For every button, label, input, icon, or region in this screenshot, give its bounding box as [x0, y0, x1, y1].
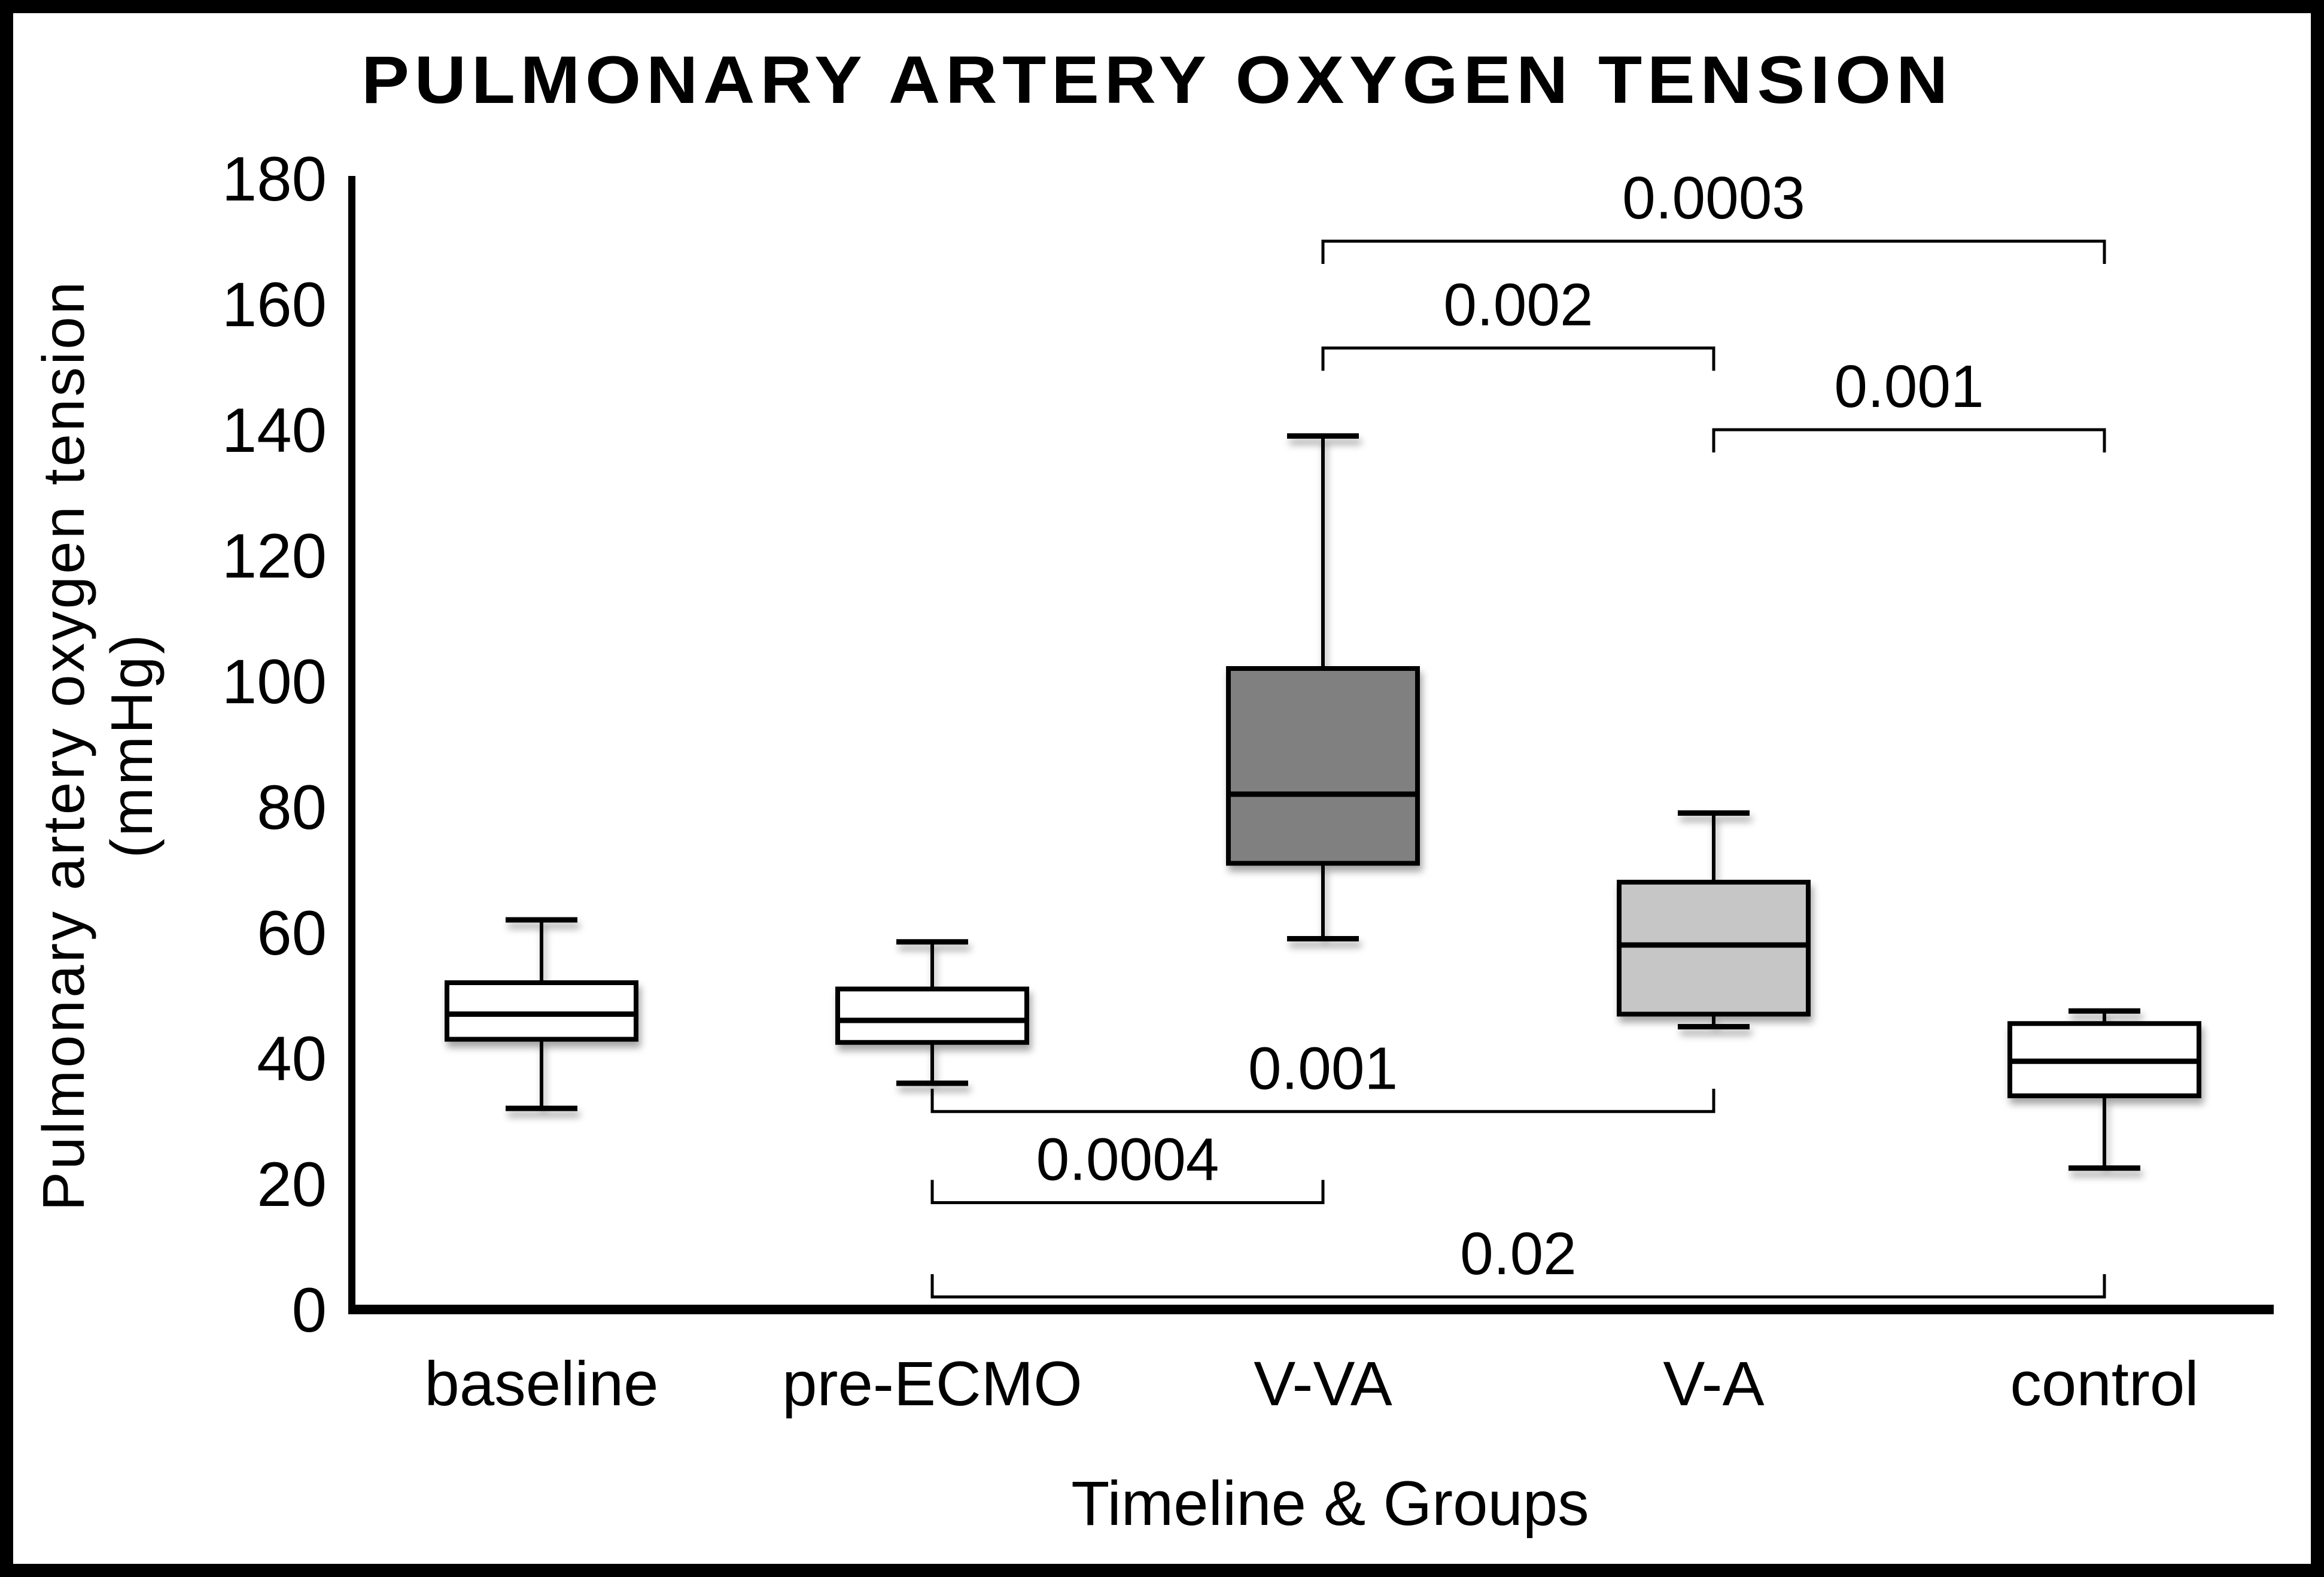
box-group-V-A — [1617, 810, 1811, 1029]
p-value-label: 0.0004 — [1036, 1126, 1219, 1193]
y-tick-label-120: 120 — [222, 521, 327, 591]
bracket-line — [1321, 239, 2106, 264]
box-group-V-VA — [1226, 433, 1420, 941]
iqr-box-pre-ECMO — [835, 986, 1029, 1045]
bracket-line — [930, 1089, 1715, 1113]
significance-bracket-0.02-5: 0.02 — [930, 1220, 2106, 1299]
y-tick-label-100: 100 — [222, 647, 327, 717]
p-value-label: 0.001 — [1834, 353, 1984, 420]
x-category-label-pre-ECMO: pre-ECMO — [782, 1349, 1082, 1419]
bracket-line — [1712, 428, 2106, 452]
bracket-line — [930, 1180, 1325, 1204]
y-tick-label-40: 40 — [257, 1024, 327, 1094]
x-category-label-baseline: baseline — [424, 1349, 658, 1419]
y-axis-title-line2: (mmHg) — [99, 632, 165, 858]
x-category-label-V-VA: V-VA — [1254, 1349, 1392, 1419]
p-value-label: 0.02 — [1460, 1220, 1577, 1287]
x-category-label-V-A: V-A — [1663, 1349, 1764, 1419]
iqr-box-V-A — [1617, 880, 1811, 1017]
p-value-label: 0.001 — [1248, 1035, 1398, 1102]
y-tick-label-60: 60 — [257, 898, 327, 968]
significance-bracket-0.0003-0: 0.0003 — [1321, 165, 2106, 264]
x-category-label-control: control — [2010, 1349, 2198, 1419]
box-group-pre-ECMO — [835, 939, 1029, 1086]
iqr-box-baseline — [445, 980, 638, 1042]
y-tick-label-0: 0 — [292, 1275, 327, 1345]
p-value-label: 0.0003 — [1622, 165, 1805, 232]
significance-bracket-0.001-2: 0.001 — [1712, 353, 2106, 452]
chart-title: PULMONARY ARTERY OXYGEN TENSION — [361, 42, 1953, 117]
y-axis-title-line1: Pulmonary artery oxygen tension — [31, 279, 96, 1211]
iqr-box-V-VA — [1226, 666, 1420, 866]
y-tick-label-80: 80 — [257, 773, 327, 843]
y-tick-label-20: 20 — [257, 1150, 327, 1220]
p-value-label: 0.002 — [1443, 272, 1593, 339]
significance-bracket-0.0004-4: 0.0004 — [930, 1126, 1325, 1204]
plot-area: 0 20 40 60 80 100 120 140 160 180 0.0003 0.002 0.001… — [222, 144, 2274, 1419]
bracket-line — [1321, 347, 1715, 371]
y-axis-title: Pulmonary artery oxygen tension (mmHg) — [31, 279, 165, 1211]
box-group-control — [2007, 1008, 2201, 1171]
box-group-baseline — [445, 917, 638, 1111]
x-axis-title: Timeline & Groups — [1071, 1469, 1589, 1539]
significance-bracket-0.001-3: 0.001 — [930, 1035, 1715, 1113]
significance-bracket-0.002-1: 0.002 — [1321, 272, 1715, 371]
y-tick-label-180: 180 — [222, 144, 327, 214]
bracket-line — [930, 1274, 2106, 1299]
y-tick-label-140: 140 — [222, 396, 327, 466]
y-tick-label-160: 160 — [222, 270, 327, 340]
